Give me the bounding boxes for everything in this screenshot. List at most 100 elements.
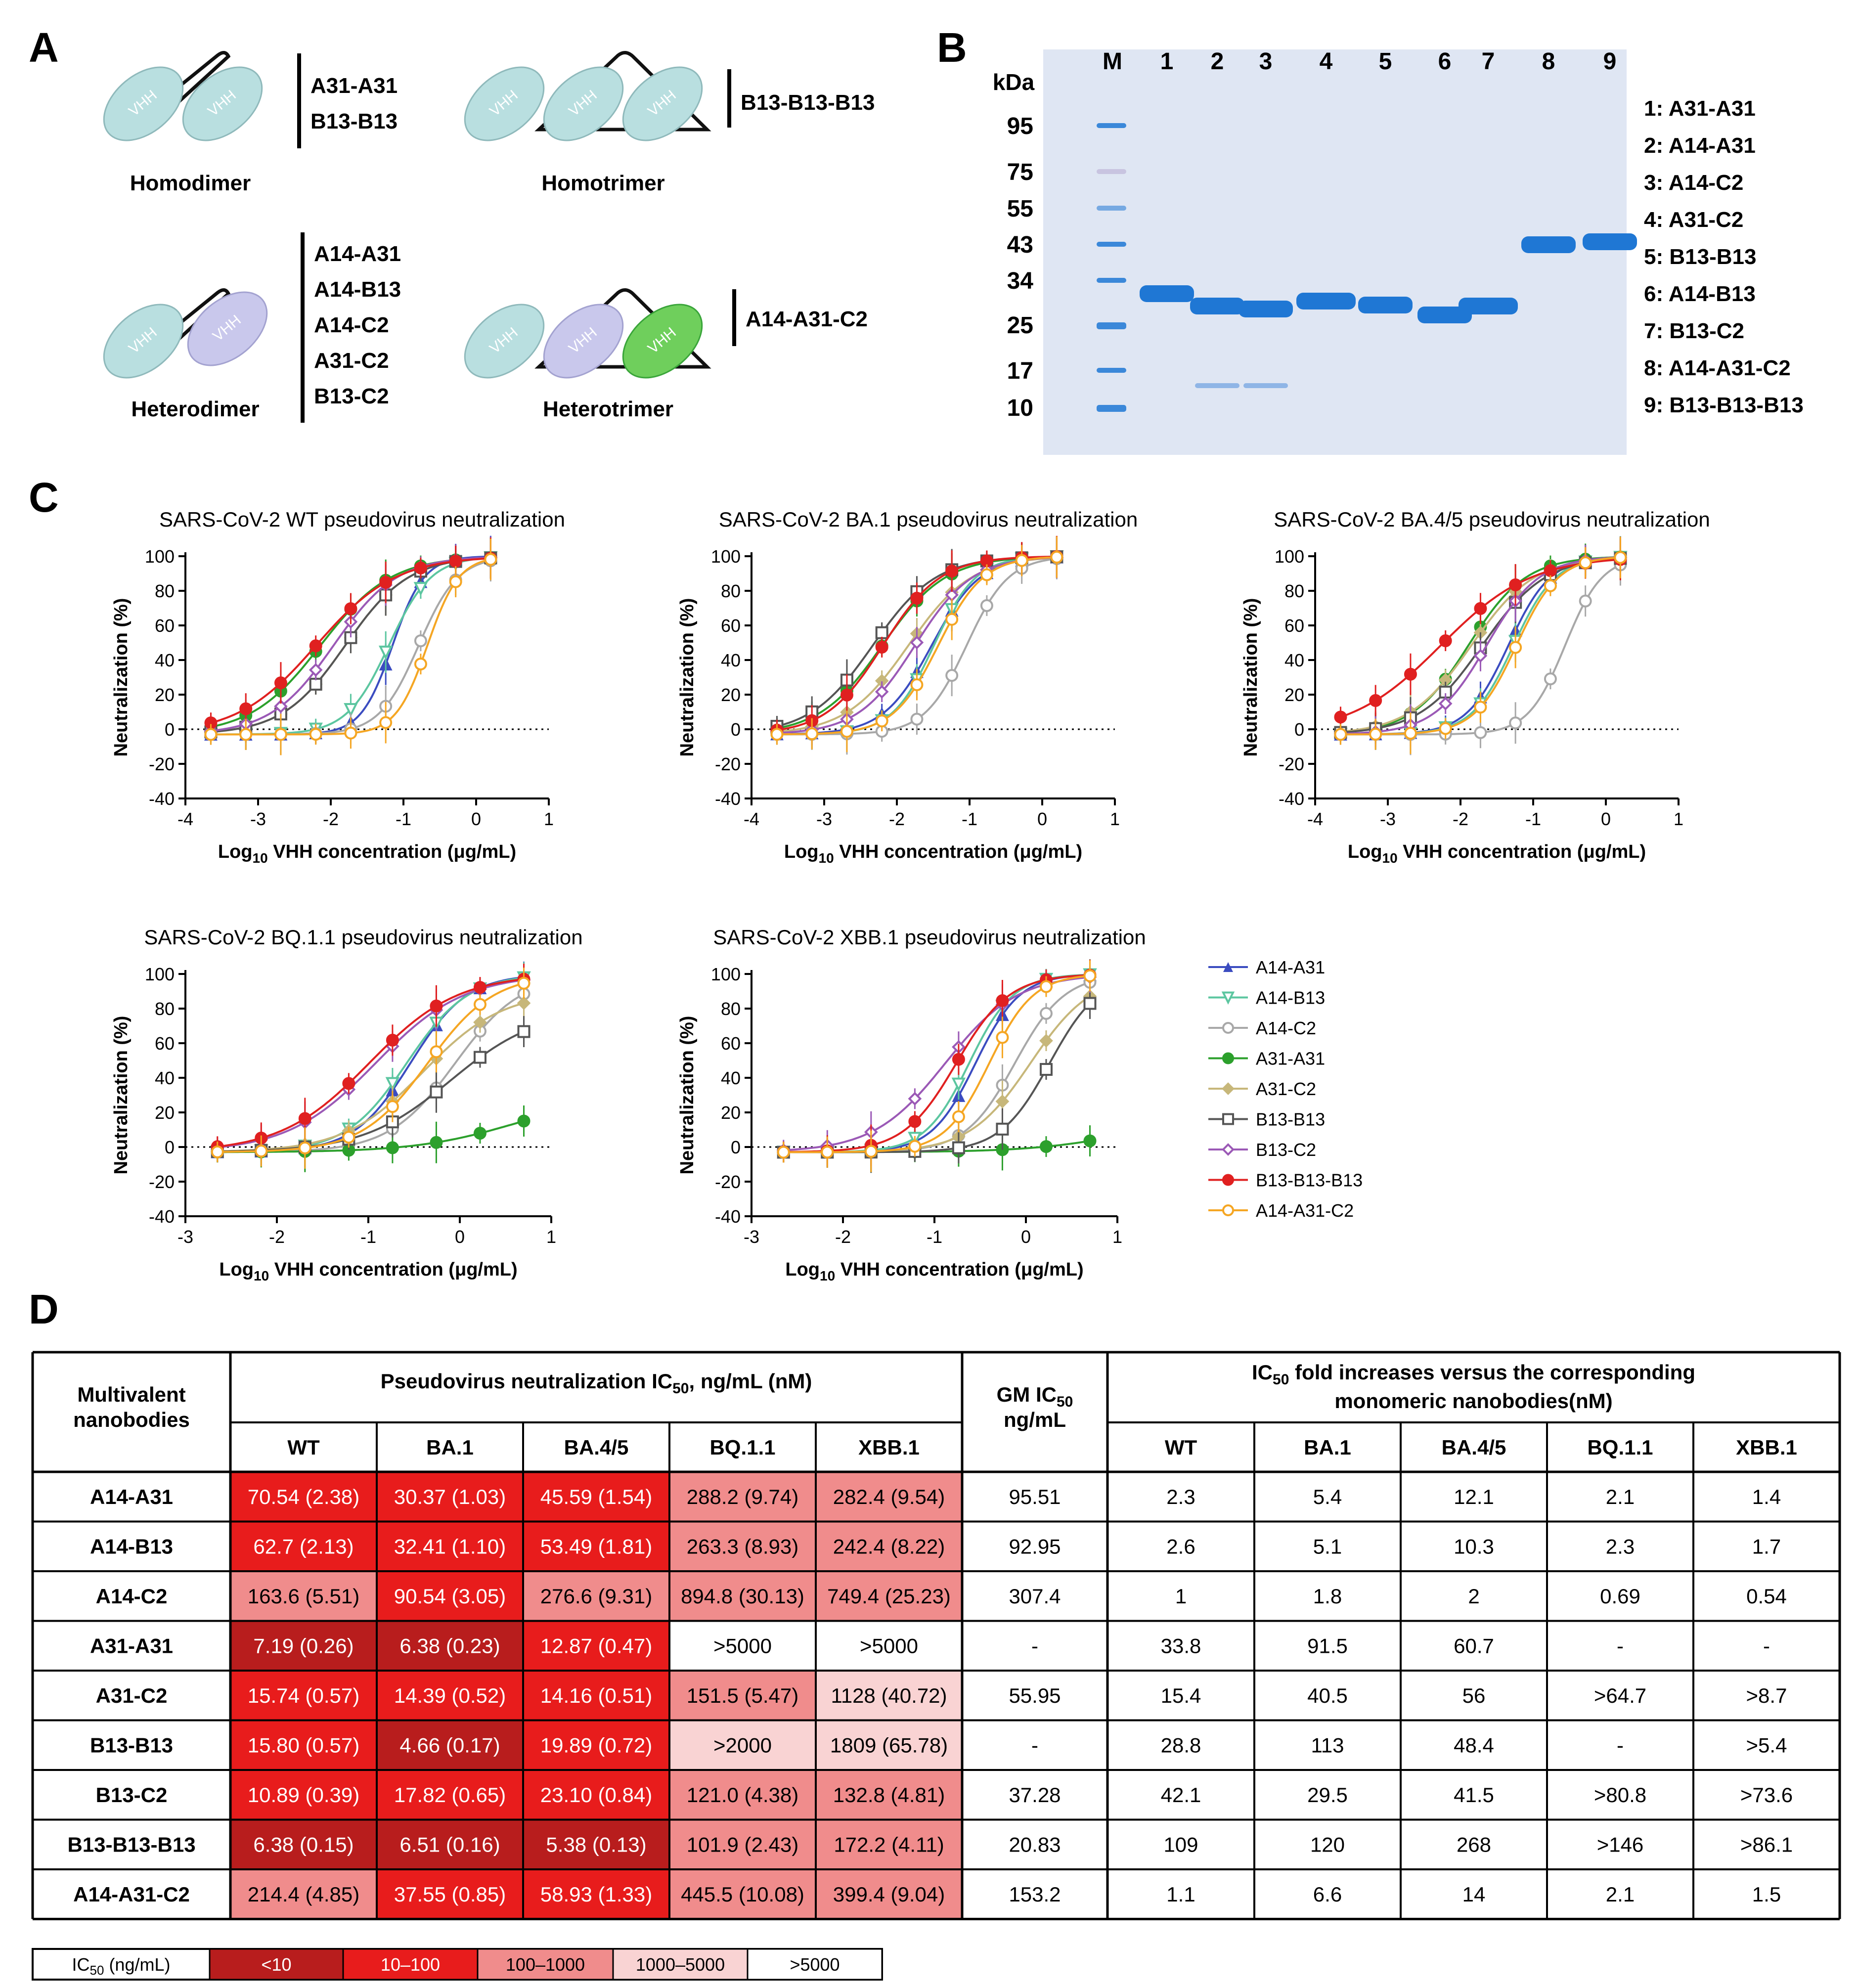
- variant-header: BA.1: [426, 1436, 474, 1459]
- y-tick-label: -20: [1279, 754, 1304, 774]
- y-tick-label: 80: [721, 581, 741, 601]
- row-name: A14-B13: [90, 1535, 173, 1558]
- fold-value: 109: [1163, 1833, 1198, 1856]
- data-point: [1404, 727, 1417, 740]
- y-tick-label: 80: [1284, 581, 1304, 601]
- scale-title: IC50 (ng/mL): [72, 1954, 171, 1978]
- ic50-cell: [523, 1621, 669, 1671]
- header-gm-unit: ng/mL: [1004, 1408, 1066, 1431]
- ic50-cell: [377, 1521, 523, 1571]
- data-point: [309, 663, 323, 677]
- data-point: [309, 728, 322, 741]
- fold-value: 41.5: [1454, 1783, 1494, 1807]
- fold-value: >86.1: [1740, 1833, 1793, 1856]
- y-tick-label: 60: [721, 616, 741, 636]
- y-tick-label: 100: [711, 546, 741, 567]
- x-tick-label: 0: [1601, 809, 1611, 829]
- vhh-domain: [622, 66, 703, 141]
- data-point: [840, 688, 853, 702]
- ic50-value: 894.8 (30.13): [681, 1585, 804, 1608]
- protein-band: [1583, 233, 1637, 250]
- x-tick-label: -4: [177, 809, 193, 829]
- data-point: [951, 1077, 966, 1092]
- ic50-value: 4.66 (0.17): [399, 1734, 500, 1757]
- fold-value: 1: [1175, 1585, 1187, 1608]
- protein-band: [1521, 236, 1576, 253]
- y-tick-label: 40: [155, 1068, 175, 1088]
- neutralization-chart: SARS-CoV-2 BA.4/5 pseudovirus neutraliza…: [1240, 508, 1710, 866]
- ic50-cell: [816, 1472, 962, 1522]
- y-tick-label: 20: [155, 1103, 175, 1123]
- data-point: [473, 998, 487, 1011]
- y-tick-label: 100: [145, 964, 175, 984]
- y-tick-label: -40: [149, 789, 175, 809]
- header-ic50: Pseudovirus neutralization IC50, ng/mL (…: [381, 1370, 812, 1397]
- variant-header: XBB.1: [1736, 1436, 1797, 1459]
- ic50-cell: [230, 1770, 377, 1820]
- heterodimer-member: A14-C2: [314, 313, 389, 337]
- data-point: [952, 1110, 965, 1123]
- data-point: [274, 676, 287, 690]
- series-A14-A31-C2: [770, 536, 1063, 752]
- ic50-cell: [377, 1869, 523, 1919]
- vhh-domain: [622, 304, 703, 379]
- x-tick-label: 1: [1112, 1227, 1122, 1247]
- data-point: [414, 634, 427, 648]
- ic50-value: 242.4 (8.22): [833, 1535, 945, 1558]
- fold-value: 5.4: [1313, 1485, 1342, 1508]
- x-tick-label: 0: [1021, 1227, 1031, 1247]
- ic50-value: 12.87 (0.47): [540, 1635, 653, 1658]
- ic50-cell: [523, 1472, 669, 1522]
- variant-header: BQ.1.1: [709, 1436, 775, 1459]
- header-multivalent: nanobodies: [73, 1408, 190, 1431]
- kda-label: kDa: [993, 69, 1035, 95]
- y-axis-label: Neutralization (%): [677, 598, 698, 757]
- ic50-cell: [377, 1621, 523, 1671]
- ladder-band: [1097, 368, 1126, 373]
- fold-value: 91.5: [1307, 1635, 1348, 1658]
- x-tick-label: -4: [1307, 809, 1323, 829]
- ic50-value: 6.38 (0.23): [399, 1635, 500, 1658]
- y-tick-label: -40: [149, 1206, 175, 1227]
- data-point: [385, 1077, 400, 1091]
- data-point: [770, 728, 784, 741]
- neutralization-chart: SARS-CoV-2 XBB.1 pseudovirus neutralizat…: [677, 926, 1146, 1283]
- ic50-value: 399.4 (9.04): [833, 1883, 945, 1906]
- ic50-value: 132.8 (4.81): [833, 1783, 945, 1807]
- ic50-value: 288.2 (9.74): [687, 1485, 799, 1508]
- lane-legend-item: 5: B13-B13: [1644, 245, 1756, 269]
- data-point: [952, 1141, 965, 1154]
- fold-value: 14: [1462, 1883, 1486, 1906]
- series-A14-A31-C2: [777, 960, 1097, 1172]
- x-axis-label: Log10 VHH concentration (μg/mL): [219, 1259, 517, 1283]
- lane-number: 8: [1542, 48, 1555, 75]
- data-point: [908, 1115, 922, 1128]
- header-fold: IC50 fold increases versus the correspon…: [1252, 1361, 1695, 1388]
- data-point: [910, 635, 924, 650]
- ic50-value: >2000: [713, 1734, 772, 1757]
- fold-value: >80.8: [1594, 1783, 1646, 1807]
- fold-value: 60.7: [1454, 1635, 1494, 1658]
- data-point: [1334, 710, 1347, 724]
- panel-a-diagram: .vhh{font-family:"Liberation Sans",sans-…: [103, 51, 875, 423]
- ladder-band: [1097, 278, 1126, 283]
- ic50-cell: [230, 1472, 377, 1522]
- data-point: [1404, 667, 1417, 681]
- data-point: [430, 1085, 443, 1099]
- data-point: [449, 555, 462, 568]
- legend-item: B13-C2: [1208, 1140, 1316, 1160]
- heterodimer-diagram: VHH VHH Heterodimer A14-A31 A14-B13 A14-…: [103, 232, 401, 423]
- data-point: [1083, 969, 1097, 982]
- neutralization-chart: SARS-CoV-2 BA.1 pseudovirus neutralizati…: [677, 508, 1138, 866]
- data-point: [1544, 564, 1557, 577]
- ladder-band: [1097, 405, 1126, 412]
- chart-title: SARS-CoV-2 BA.1 pseudovirus neutralizati…: [719, 508, 1138, 531]
- data-point: [484, 553, 497, 566]
- data-point: [1474, 726, 1487, 739]
- y-tick-label: 40: [721, 650, 741, 670]
- ic50-value: 163.6 (5.51): [248, 1585, 360, 1608]
- data-point: [1439, 634, 1452, 647]
- legend-item: A14-A31-C2: [1208, 1200, 1354, 1221]
- protein-band: [1459, 298, 1518, 314]
- scale-label: 1000–5000: [636, 1954, 725, 1975]
